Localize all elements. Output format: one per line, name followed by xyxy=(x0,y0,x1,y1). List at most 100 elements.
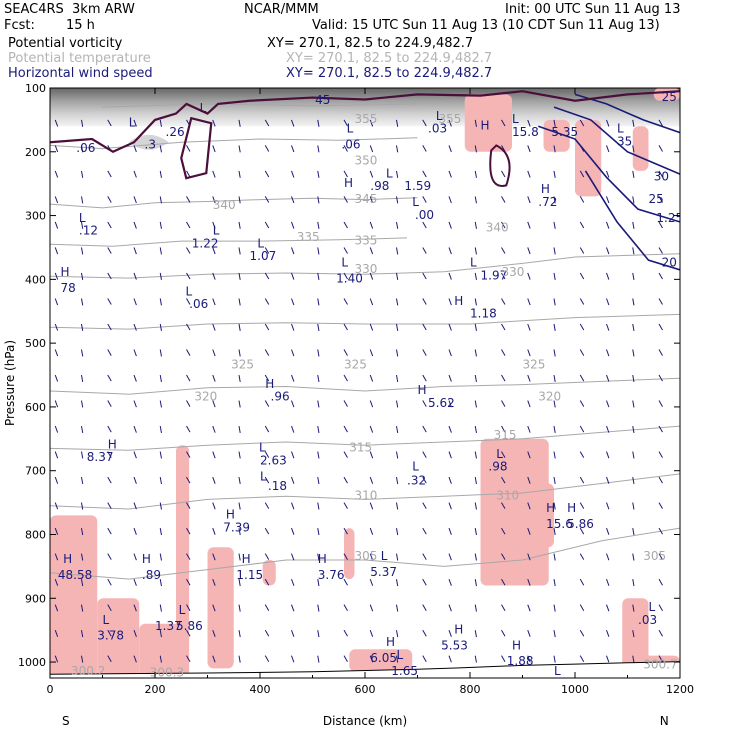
wind-vector xyxy=(579,196,585,203)
wind-vector xyxy=(343,578,348,586)
wind-vector xyxy=(317,272,320,280)
wind-vector xyxy=(369,221,374,229)
extremum-marker: H xyxy=(142,552,151,566)
wind-vector xyxy=(422,247,427,254)
contour-label: 25 xyxy=(649,192,664,206)
contour-label: 315 xyxy=(494,428,517,442)
wind-vector xyxy=(133,196,137,204)
contour-label: .96 xyxy=(271,390,290,404)
wind-vector xyxy=(369,578,374,586)
wind-vector xyxy=(527,476,531,484)
wind-vector xyxy=(553,298,556,306)
wind-vector xyxy=(579,221,585,229)
wind-vector xyxy=(264,400,270,407)
wind-vector xyxy=(317,630,320,638)
contour-label: .12 xyxy=(79,224,98,238)
contour-label: 48.58 xyxy=(58,568,92,582)
contour-label: .72 xyxy=(538,195,557,209)
wind-vector xyxy=(501,323,506,331)
wind-vector xyxy=(606,196,610,204)
contour-label: 3.76 xyxy=(318,568,345,582)
wind-vector xyxy=(343,196,348,203)
wind-vector xyxy=(291,425,295,433)
y-tick-label: 500 xyxy=(25,337,46,350)
wind-vector xyxy=(212,400,216,408)
contour-label: .98 xyxy=(370,179,389,193)
wind-vector xyxy=(553,374,556,383)
wind-vector xyxy=(396,579,399,587)
wind-vector xyxy=(579,323,585,331)
wind-vector xyxy=(501,655,506,662)
contour-label: .89 xyxy=(142,568,161,582)
wind-vector xyxy=(396,604,399,612)
wind-vector xyxy=(369,476,374,484)
extremum-marker: L xyxy=(200,101,207,115)
wind-vector xyxy=(238,425,241,434)
wind-vector xyxy=(343,323,348,331)
contour-label: 20 xyxy=(662,256,677,270)
wind-vector xyxy=(606,323,610,331)
wind-vector xyxy=(159,247,162,255)
wind-vector xyxy=(658,170,663,178)
wind-vector xyxy=(474,630,477,638)
south-end-label: S xyxy=(62,714,70,728)
wind-vector xyxy=(343,502,348,509)
wind-vector xyxy=(579,247,585,254)
wind-vector xyxy=(186,349,191,356)
wind-vector xyxy=(107,629,112,637)
wind-vector xyxy=(133,476,137,484)
wind-vector xyxy=(448,196,452,204)
wind-vector xyxy=(212,298,216,306)
wind-vector xyxy=(474,298,477,306)
wind-vector xyxy=(501,425,506,433)
wind-vector xyxy=(553,272,556,280)
wind-vector xyxy=(186,502,191,509)
wind-vector xyxy=(343,451,348,458)
wind-vector xyxy=(501,272,506,280)
wind-vector xyxy=(606,553,610,561)
pv-region-8 xyxy=(480,438,549,586)
wind-vector xyxy=(343,298,348,305)
wind-vector xyxy=(317,247,320,255)
wind-vector xyxy=(317,170,320,178)
wind-vector xyxy=(81,579,84,587)
extremum-marker: L xyxy=(103,613,110,627)
wind-vector xyxy=(317,604,320,612)
wind-vector xyxy=(238,119,241,127)
pv-region-3 xyxy=(176,445,190,678)
wind-vector xyxy=(291,604,295,612)
wind-vector xyxy=(527,272,531,280)
wind-vector xyxy=(474,170,477,178)
wind-vector xyxy=(553,425,556,434)
contour-label: 330 xyxy=(355,262,378,276)
contour-label: 305 xyxy=(355,549,378,563)
extremum-marker: H xyxy=(546,501,555,515)
wind-vector xyxy=(81,349,84,357)
wind-vector xyxy=(501,527,506,535)
wind-vector xyxy=(159,323,162,331)
wind-vector xyxy=(632,476,635,485)
wind-vector xyxy=(264,604,270,611)
contour-label: 35 xyxy=(617,134,632,148)
wind-vector xyxy=(422,349,427,356)
wind-vector xyxy=(579,170,585,178)
x-tick-label: 1000 xyxy=(561,683,589,696)
wind-vector xyxy=(553,119,556,127)
contour-label: 1.37 xyxy=(155,619,182,633)
theta-contour-330 xyxy=(50,253,680,279)
wind-vector xyxy=(448,655,452,663)
wind-vector xyxy=(107,502,112,509)
wind-vector xyxy=(343,425,348,433)
pv-region-9 xyxy=(538,483,554,548)
wind-vector xyxy=(396,196,399,204)
wind-vector xyxy=(133,247,137,255)
wind-vector xyxy=(396,247,399,255)
wind-vector xyxy=(317,145,320,153)
wind-vector xyxy=(264,119,270,127)
wind-vector xyxy=(343,553,348,560)
legend-wind-label: Horizontal wind speed xyxy=(8,66,153,81)
wind-vector xyxy=(632,553,635,561)
wind-vector xyxy=(501,298,506,305)
wind-vector xyxy=(317,374,320,383)
contour-label: 25 xyxy=(662,90,677,104)
